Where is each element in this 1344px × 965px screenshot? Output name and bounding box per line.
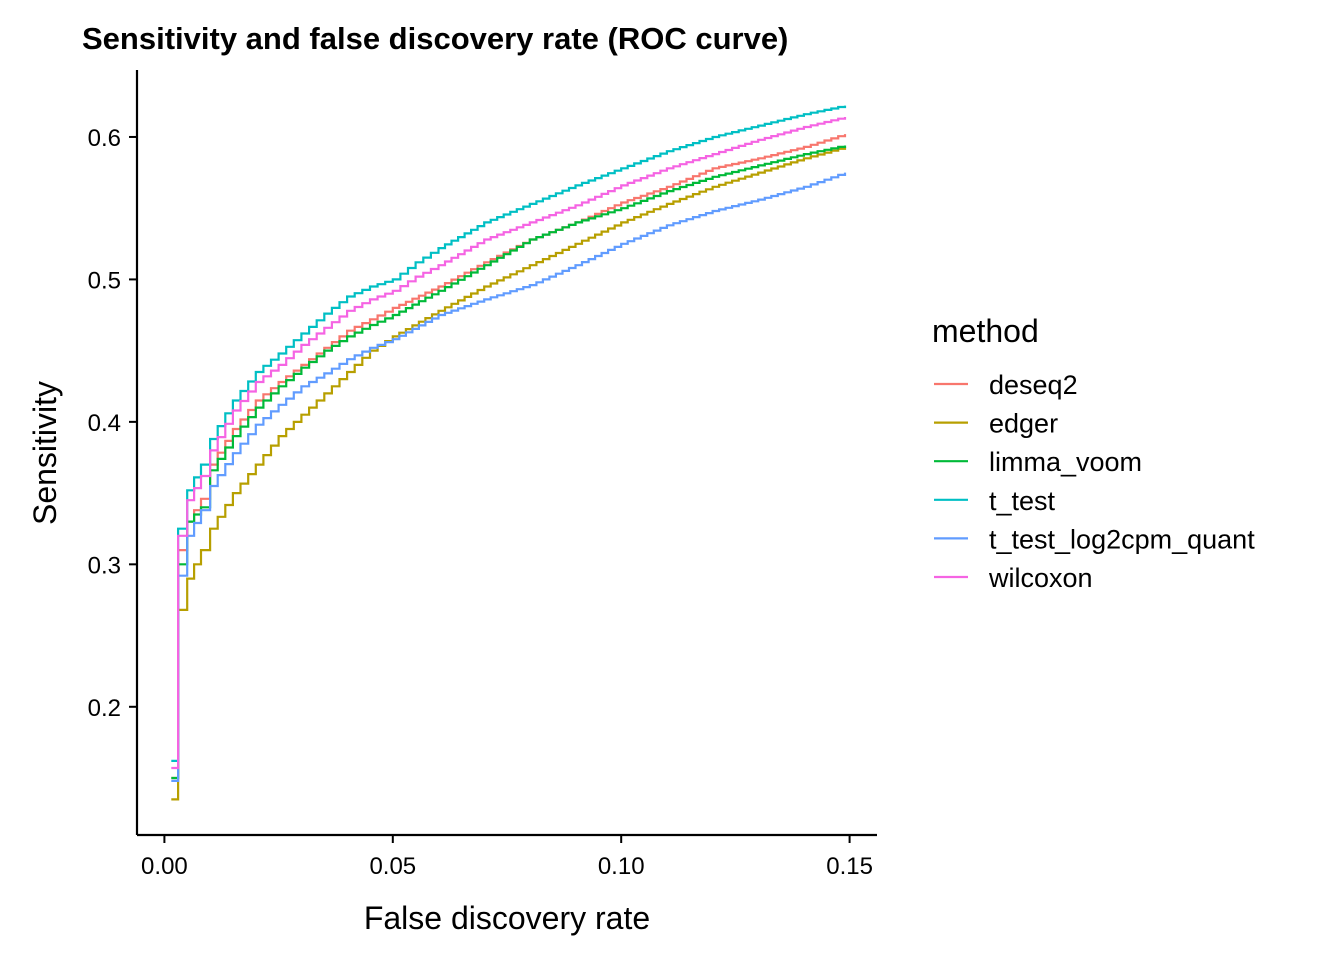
x-tick-label: 0.05 [369,853,416,880]
y-axis-title: Sensitivity [27,381,63,525]
y-tick-label: 0.6 [88,125,121,152]
series-line-edger [171,146,847,801]
series-line-deseq2 [171,134,847,780]
x-axis-title: False discovery rate [364,900,650,936]
y-tick-label: 0.5 [88,267,121,294]
legend-items: deseq2 edger limma_voom t_test t_test_log2cp… [934,370,1255,593]
plot-area [171,105,847,801]
series-line-limma-voom [171,145,847,780]
chart-title: Sensitivity and false discovery rate (RO… [82,21,788,56]
x-tick-label: 0.10 [598,853,645,880]
x-tick-label: 0.15 [826,853,873,880]
legend-label: t_test_log2cpm_quant [989,524,1255,554]
legend: method deseq2 edger limma_voom t_test t_test… [932,313,1255,593]
y-tick-label: 0.3 [88,552,121,579]
series-line-wilcoxon [171,117,847,770]
legend-label: edger [989,409,1058,439]
legend-label: t_test [989,486,1056,516]
legend-label: deseq2 [989,370,1078,400]
legend-title: method [932,313,1039,349]
y-tick-label: 0.2 [88,695,121,722]
legend-label: limma_voom [989,447,1142,477]
y-tick-label: 0.4 [88,410,121,437]
x-tick-label: 0.00 [141,853,188,880]
x-axis-ticks: 0.00 0.05 0.10 0.15 [141,835,873,880]
series-line-t-test-log2cpm-quant [171,172,847,782]
series-line-t-test [171,105,847,762]
legend-label: wilcoxon [988,563,1093,593]
y-axis-ticks: 0.2 0.3 0.4 0.5 0.6 [88,125,137,722]
